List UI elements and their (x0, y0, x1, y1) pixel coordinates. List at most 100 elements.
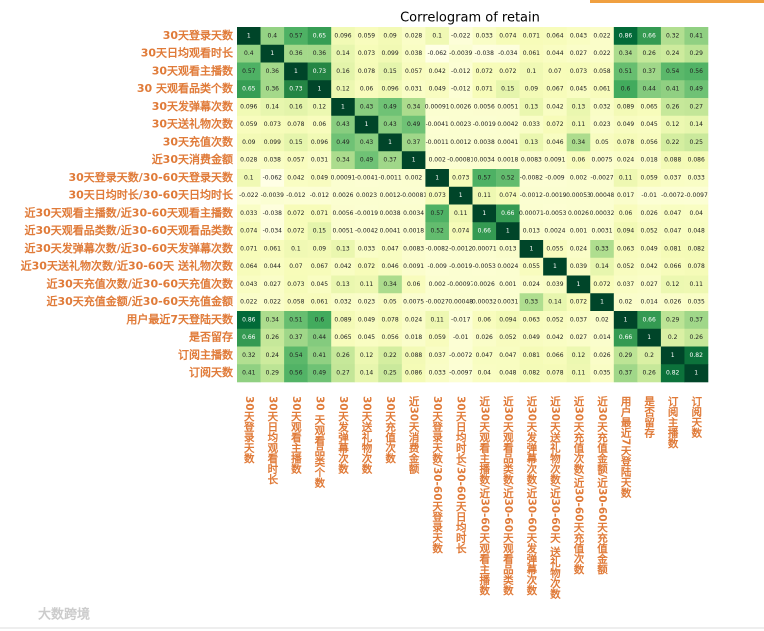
cell-label: 0.16 (289, 103, 303, 110)
cell-label: 0.0024 (544, 228, 565, 235)
heat-cell (519, 133, 544, 152)
x-tick-label: 近30天发弹幕次数/近30-60天发弹幕次数 (525, 395, 537, 596)
cell-label: 0.081 (523, 352, 540, 359)
chart-title: Correlogram of retain (400, 11, 540, 26)
cell-label: -0.0019 (473, 121, 496, 128)
heat-cell (660, 186, 685, 205)
cell-label: 0.1 (244, 174, 254, 181)
heat-cell (331, 44, 356, 63)
cell-label: -0.00081 (400, 192, 427, 199)
heat-cell (354, 257, 379, 276)
heat-cell (496, 311, 520, 330)
cell-label: 0.57 (289, 32, 303, 39)
cell-label: -0.0042 (355, 228, 378, 235)
heat-cell (637, 204, 662, 223)
cell-label: 0.014 (593, 334, 610, 341)
heat-cell (260, 80, 285, 99)
heat-cell (496, 328, 520, 347)
y-tick-label: 是否留存 (188, 330, 233, 344)
heat-cell (401, 169, 426, 188)
cell-label: 0.0023 (450, 121, 471, 128)
x-tick-label: 30天发弹幕次数 (337, 396, 349, 474)
heat-cell (519, 62, 544, 81)
cell-label: 0.061 (311, 299, 328, 306)
cell-label: 0.09 (383, 32, 397, 39)
heat-cell (284, 80, 308, 99)
heat-cell (566, 44, 591, 63)
heat-cell (684, 240, 709, 259)
heat-cell (354, 328, 379, 347)
cell-label: 0.049 (358, 316, 375, 323)
y-tick-label: 30天观看主播数 (152, 63, 234, 77)
heat-cell (684, 186, 709, 205)
cell-label: -0.0097 (685, 192, 708, 199)
cell-label: 0.038 (405, 50, 422, 57)
cell-label: 0.54 (666, 68, 680, 75)
cell-label: 0.013 (499, 245, 516, 252)
heat-cell (307, 169, 332, 188)
heat-cell (237, 222, 261, 241)
cell-label: 0.023 (358, 299, 375, 306)
heat-cell (472, 62, 497, 81)
cell-label: 0.0091 (544, 157, 565, 164)
cell-label: 0.065 (641, 103, 658, 110)
heat-cell (472, 133, 497, 152)
cell-label: 0.086 (688, 157, 705, 164)
cell-label: 0.022 (264, 299, 281, 306)
heat-cell (284, 364, 308, 383)
heat-cell (425, 62, 450, 81)
cell-label: 0.043 (240, 281, 257, 288)
cell-label: 0.4 (268, 32, 278, 39)
cell-label: 0.035 (688, 299, 705, 306)
cell-label: 0.66 (642, 316, 656, 323)
cell-label: 0.34 (383, 281, 397, 288)
heat-cell (260, 293, 285, 312)
cell-label: 0.06 (572, 157, 586, 164)
cell-label: 0.12 (360, 352, 374, 359)
cell-label: 0.16 (336, 68, 350, 75)
cell-label: 0.15 (313, 228, 327, 235)
heat-cell (331, 293, 356, 312)
heat-cell (496, 257, 520, 276)
cell-label: 0.059 (429, 334, 446, 341)
cell-label: 0.36 (289, 50, 303, 57)
heat-cell (378, 328, 403, 347)
cell-label: 0.0041 (497, 139, 518, 146)
cell-label: 1 (318, 86, 322, 93)
heat-cell (660, 311, 685, 330)
cell-label: 0.66 (619, 334, 633, 341)
y-tick-label: 30天登录天数/30-60天登录天数 (68, 170, 234, 184)
cell-label: 0.00091 (331, 174, 356, 181)
heat-cell (613, 133, 638, 152)
heat-cell (401, 346, 426, 365)
heat-cell (260, 204, 285, 223)
cell-label: 0.014 (641, 299, 658, 306)
heat-cell (566, 133, 591, 152)
cell-label: 0.047 (381, 245, 398, 252)
heat-cell (307, 186, 332, 205)
heat-cell (354, 44, 379, 63)
cell-label: 0.02 (595, 316, 609, 323)
heat-cell (543, 275, 567, 294)
heat-cell (307, 98, 332, 117)
heat-cell (637, 44, 662, 63)
heat-cell (331, 222, 356, 241)
cell-label: -0.0039 (449, 50, 472, 57)
cell-label: 0.00071 (472, 245, 497, 252)
cell-label: 1 (624, 316, 628, 323)
heat-cell (637, 240, 662, 259)
cell-label: 0.44 (642, 86, 656, 93)
cell-label: 0.052 (641, 228, 658, 235)
heat-cell (613, 293, 638, 312)
cell-label: 0.13 (336, 281, 350, 288)
x-tick-label: 近30天消费金额 (408, 395, 420, 474)
heat-cell (284, 133, 308, 152)
heat-cell (237, 346, 261, 365)
heat-cell (543, 80, 567, 99)
cell-label: 0.026 (664, 299, 681, 306)
cell-label: 0.073 (287, 281, 304, 288)
cell-label: 0.057 (287, 157, 304, 164)
cell-label: 0.0023 (356, 192, 377, 199)
cell-label: 0.027 (570, 334, 587, 341)
cell-label: 0.09 (242, 139, 256, 146)
